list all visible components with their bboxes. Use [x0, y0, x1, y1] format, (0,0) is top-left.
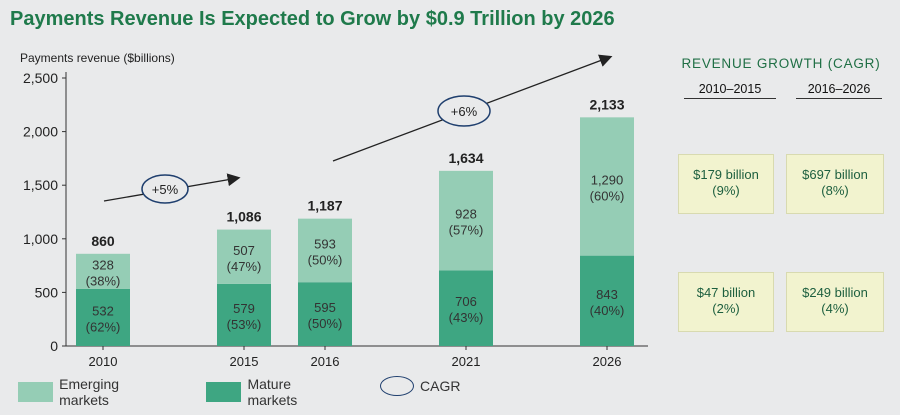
- growth-pct: (8%): [821, 183, 849, 198]
- x-tick-label: 2016: [311, 354, 340, 369]
- mature-share-label: (43%): [449, 310, 484, 325]
- bar-mature-2026: [580, 255, 634, 346]
- emerging-growth-2016-2026: $697 billion (8%): [786, 154, 884, 214]
- mature-value-label: 706: [455, 294, 477, 309]
- column-2010-2015: 2010–2015: [684, 82, 776, 99]
- bar-emerging-2016: [298, 218, 352, 283]
- emerging-share-label: (47%): [227, 259, 262, 274]
- cagr-ellipse: [437, 95, 491, 127]
- y-tick-label: 1,500: [23, 177, 58, 193]
- emerging-value-label: 1,290: [591, 172, 624, 187]
- growth-pct: (2%): [712, 301, 740, 316]
- chart-title: Payments Revenue Is Expected to Grow by …: [10, 8, 615, 30]
- y-tick-label: 500: [35, 284, 59, 300]
- growth-value: $697 billion: [802, 167, 868, 182]
- bar-total-label: 860: [91, 233, 115, 249]
- x-tick-label: 2021: [452, 354, 481, 369]
- emerging-value-label: 593: [314, 236, 336, 251]
- y-tick-label: 2,500: [23, 70, 58, 86]
- emerging-share-label: (60%): [590, 188, 625, 203]
- legend-cagr: CAGR: [380, 376, 460, 396]
- growth-value: $249 billion: [802, 285, 868, 300]
- bar-mature-2015: [217, 283, 271, 346]
- bar-emerging-2026: [580, 117, 634, 256]
- bar-emerging-2015: [217, 229, 271, 284]
- legend-cagr-label: CAGR: [420, 378, 461, 394]
- mature-value-label: 532: [92, 303, 114, 318]
- y-axis-label: Payments revenue ($billions): [20, 51, 175, 65]
- cagr-ellipse-icon: [380, 376, 414, 396]
- bar-total-label: 2,133: [589, 96, 624, 112]
- emerging-value-label: 328: [92, 257, 114, 272]
- mature-value-label: 843: [596, 287, 618, 302]
- mature-share-label: (62%): [86, 319, 121, 334]
- legend-emerging-label: Emerging markets: [59, 376, 120, 408]
- emerging-value-label: 507: [233, 243, 255, 258]
- mature-share-label: (53%): [227, 317, 262, 332]
- growth-value: $179 billion: [693, 167, 759, 182]
- x-tick-label: 2026: [593, 354, 622, 369]
- revenue-bar-chart: Payments revenue ($billions) 0 500 1,000 1,5…: [20, 51, 648, 369]
- emerging-share-label: (50%): [308, 252, 343, 267]
- y-tick-label: 2,000: [23, 124, 58, 140]
- mature-growth-2016-2026: $249 billion (4%): [786, 272, 884, 332]
- growth-value: $47 billion: [696, 285, 756, 300]
- bar-total-label: 1,187: [307, 198, 342, 214]
- mature-growth-2010-2015: $47 billion (2%): [678, 272, 774, 332]
- emerging-growth-2010-2015: $179 billion (9%): [678, 154, 774, 214]
- bar-emerging-2010: [76, 253, 130, 289]
- emerging-value-label: 928: [455, 207, 477, 222]
- bar-total-label: 1,086: [226, 209, 261, 225]
- emerging-swatch: [18, 382, 54, 402]
- cagr-ellipse: [141, 174, 189, 204]
- x-tick-label: 2010: [89, 354, 118, 369]
- legend-mature-label: Mature markets: [247, 376, 298, 408]
- mature-share-label: (40%): [590, 303, 625, 318]
- revenue-growth-panel: REVENUE GROWTH (CAGR) 2010–2015 2016–202…: [670, 52, 892, 332]
- mature-share-label: (50%): [308, 316, 343, 331]
- mature-value-label: 595: [314, 300, 336, 315]
- emerging-share-label: (57%): [449, 223, 484, 238]
- x-tick-label: 2015: [230, 354, 259, 369]
- y-tick-label: 0: [50, 338, 58, 354]
- cagr-label: +5%: [152, 182, 179, 197]
- cagr-label: +6%: [451, 104, 478, 119]
- bar-total-label: 1,634: [448, 150, 483, 166]
- bar-mature-2010: [76, 288, 130, 346]
- emerging-share-label: (38%): [86, 273, 121, 288]
- mature-value-label: 579: [233, 301, 255, 316]
- bar-emerging-2021: [439, 170, 493, 271]
- legend-mature: Mature markets: [206, 376, 314, 408]
- bar-mature-2021: [439, 270, 493, 346]
- revenue-growth-title: REVENUE GROWTH (CAGR): [681, 56, 881, 71]
- legend-emerging: Emerging markets: [18, 376, 136, 408]
- column-2016-2026: 2016–2026: [796, 82, 882, 99]
- bar-mature-2016: [298, 282, 352, 346]
- mature-swatch: [206, 382, 242, 402]
- growth-pct: (9%): [712, 183, 740, 198]
- y-tick-label: 1,000: [23, 231, 58, 247]
- growth-pct: (4%): [821, 301, 849, 316]
